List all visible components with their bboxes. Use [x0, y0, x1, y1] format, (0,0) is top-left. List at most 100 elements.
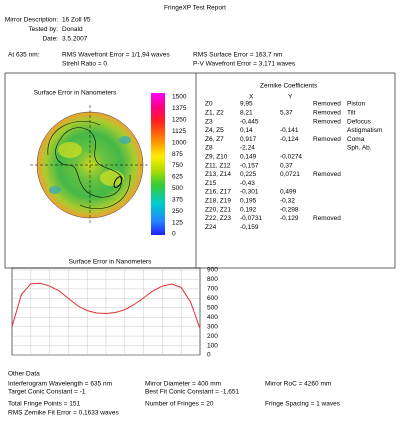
zernike-term: Z0: [205, 101, 213, 108]
y-tick-label: 700: [207, 286, 218, 293]
zernike-term: Z4, Z5: [205, 127, 224, 134]
column-header: X: [249, 94, 254, 101]
field-value: 16 Zoll f/5: [62, 17, 91, 24]
other-item: Total Fringe Points = 151: [8, 401, 80, 408]
scale-label: 250: [172, 208, 183, 215]
zernike-name: Coma: [347, 136, 365, 143]
y-tick-label: 100: [207, 342, 218, 349]
zernike-term: Z24: [205, 224, 217, 231]
zernike-x: 0,14: [240, 127, 253, 134]
summary-item: RMS Wavefront Error = 1/1,94 waves: [62, 52, 170, 59]
zernike-status: Removed: [313, 136, 341, 143]
zernike-title: Zernike Coefficients: [260, 83, 318, 90]
zernike-term: Z18, Z19: [205, 198, 231, 205]
zernike-y: -0,298: [280, 206, 299, 213]
zernike-term: Z1, Z2: [205, 110, 224, 117]
field-label: Tested by:: [28, 26, 58, 33]
scale-label: 125: [172, 219, 183, 226]
other-item: Number of Fringes = 20: [145, 401, 214, 408]
zernike-status: Removed: [313, 215, 341, 222]
zernike-y: -0,141: [280, 127, 299, 134]
field-value: Donald: [62, 26, 83, 33]
other-item: Interferogram Wavelength = 635 nm: [8, 381, 112, 388]
zernike-x: 0,225: [240, 171, 257, 178]
scale-label: 875: [172, 151, 183, 158]
zernike-y: -0,124: [280, 136, 299, 143]
zernike-status: Removed: [313, 171, 341, 178]
other-item: Fringe Spacing = 1 waves: [265, 401, 341, 408]
y-tick-label: 300: [207, 323, 218, 330]
map-title: Surface Error in Nanometers: [34, 90, 117, 97]
zernike-term: Z22, Z23: [205, 215, 231, 222]
y-tick-label: 900: [207, 267, 218, 274]
zernike-name: Tilt: [347, 110, 356, 117]
zernike-term: Z13, Z14: [205, 171, 231, 178]
zernike-status: Removed: [313, 118, 341, 125]
y-tick-label: 600: [207, 295, 218, 302]
zernike-term: Z15: [205, 180, 217, 187]
zernike-y: -0,0274: [280, 154, 302, 161]
zernike-term: Z16, Z17: [205, 189, 231, 196]
zernike-x: 0,195: [240, 198, 257, 205]
zernike-x: 8,21: [240, 110, 253, 117]
scale-label: 1000: [172, 139, 187, 146]
zernike-name: Astigmatism: [347, 127, 382, 134]
section-title: Other Data: [8, 371, 40, 378]
zernike-x: 0,149: [240, 154, 257, 161]
zernike-x: -0,0731: [240, 215, 262, 222]
zernike-y: 0,0721: [280, 171, 300, 178]
zernike-x: -0,159: [240, 224, 259, 231]
other-item: Mirror RoC = 4260 mm: [265, 381, 331, 388]
scale-label: 1250: [172, 117, 187, 124]
profile-title: Surface Error in Nanometers: [69, 259, 152, 266]
zernike-y: -0,32: [280, 198, 295, 205]
field-label: Mirror Description:: [5, 17, 58, 24]
profile-line: [11, 282, 201, 329]
summary-item: RMS Surface Error = 163,7 nm: [193, 52, 282, 59]
scale-label: 1375: [172, 105, 187, 112]
column-header: Y: [288, 94, 293, 101]
scale-label: 0: [172, 231, 176, 238]
y-tick-label: 0: [207, 352, 211, 359]
zernike-name: Defocus: [347, 118, 372, 125]
scale-label: 500: [172, 185, 183, 192]
zernike-y: 5,37: [280, 110, 293, 117]
zernike-y: 0,499: [280, 189, 297, 196]
scale-label: 1125: [172, 128, 186, 135]
zernike-x: -2,24: [240, 145, 255, 152]
y-tick-label: 400: [207, 314, 218, 321]
zernike-name: Sph. Ab.: [347, 145, 372, 152]
color-bar: [151, 93, 165, 235]
summary-label: At 635 nm:: [8, 52, 40, 59]
other-item: Target Conic Constant = -1: [8, 389, 86, 396]
field-value: 3.5.2007: [62, 36, 88, 43]
field-label: Date:: [42, 36, 58, 43]
surface-map: [30, 105, 150, 225]
zernike-y: 0,37: [280, 162, 293, 169]
zernike-term: Z9, Z10: [205, 154, 228, 161]
title: FringeXP Test Report: [164, 5, 226, 12]
zernike-term: Z6, Z7: [205, 136, 224, 143]
zernike-x: -0,157: [240, 162, 259, 169]
zernike-status: Removed: [313, 110, 341, 117]
zernike-x: -0,301: [240, 189, 259, 196]
y-tick-label: 500: [207, 304, 218, 311]
other-item: RMS Zernike Fit Error = 0,1633 waves: [8, 410, 119, 417]
summary-item: P-V Wavefront Error = 3,171 waves: [193, 61, 296, 68]
summary-item: Strehl Ratio = 0: [62, 61, 107, 68]
zernike-term: Z8: [205, 145, 213, 152]
other-item: Best Fit Conic Constant = -1,651: [145, 389, 240, 396]
zernike-name: Piston: [347, 101, 365, 108]
zernike-x: -0,445: [240, 118, 259, 125]
other-item: Mirror Diameter = 400 mm: [145, 381, 221, 388]
zernike-x: 9,95: [240, 101, 253, 108]
zernike-x: -0,43: [240, 180, 255, 187]
zernike-term: Z3: [205, 118, 213, 125]
zernike-term: Z20, Z21: [205, 206, 231, 213]
zernike-y: -0,129: [280, 215, 299, 222]
scale-label: 375: [172, 196, 183, 203]
scale-label: 1500: [172, 94, 187, 101]
zernike-x: 0,917: [240, 136, 257, 143]
zernike-status: Removed: [313, 101, 341, 108]
